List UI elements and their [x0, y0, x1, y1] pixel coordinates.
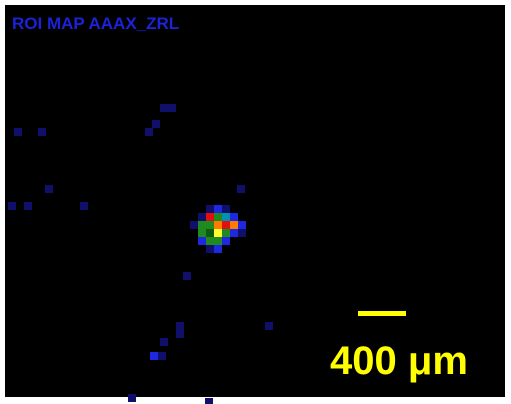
map-title: ROI MAP AAAX_ZRL — [12, 14, 179, 33]
pixel — [230, 213, 238, 221]
pixel — [160, 338, 168, 346]
pixel — [238, 221, 246, 229]
pixel — [214, 237, 222, 245]
pixel — [168, 104, 176, 112]
pixel — [198, 221, 206, 229]
pixel — [150, 352, 158, 360]
pixel — [45, 185, 53, 193]
pixel — [206, 205, 214, 213]
pixel — [14, 128, 22, 136]
pixel-map — [8, 104, 273, 404]
pixel — [198, 229, 206, 237]
scale-bar — [358, 311, 406, 316]
pixel — [214, 245, 222, 253]
pixel — [214, 213, 222, 221]
pixel — [222, 221, 230, 229]
pixel — [222, 237, 230, 245]
pixel — [8, 202, 16, 210]
map-area — [5, 5, 505, 397]
scale-label: 400 μm — [330, 339, 468, 383]
pixel — [222, 213, 230, 221]
pixel — [152, 120, 160, 128]
pixel — [205, 398, 213, 404]
pixel — [183, 272, 191, 280]
pixel — [230, 229, 238, 237]
pixel — [145, 128, 153, 136]
pixel — [222, 229, 230, 237]
pixel — [80, 202, 88, 210]
pixel — [158, 352, 166, 360]
pixel — [198, 237, 206, 245]
pixel — [206, 237, 214, 245]
pixel — [176, 322, 184, 330]
pixel — [214, 205, 222, 213]
pixel — [198, 213, 206, 221]
pixel — [176, 330, 184, 338]
pixel — [230, 221, 238, 229]
pixel — [128, 394, 136, 402]
pixel — [190, 221, 198, 229]
pixel — [238, 229, 246, 237]
pixel — [160, 104, 168, 112]
pixel — [206, 213, 214, 221]
pixel — [206, 245, 214, 253]
pixel — [237, 185, 245, 193]
pixel — [214, 229, 222, 237]
pixel — [38, 128, 46, 136]
pixel — [222, 205, 230, 213]
pixel — [214, 221, 222, 229]
pixel — [206, 229, 214, 237]
pixel — [24, 202, 32, 210]
pixel — [265, 322, 273, 330]
pixel — [206, 221, 214, 229]
